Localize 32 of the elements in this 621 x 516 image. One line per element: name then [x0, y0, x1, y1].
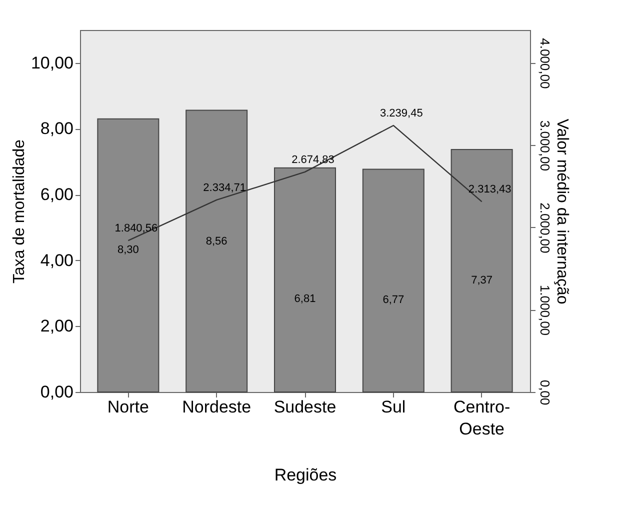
x-axis-title: Regiões	[274, 466, 337, 484]
y-tick-label: 8,00	[40, 119, 74, 138]
y2-tick-label: 2.000,00	[538, 202, 552, 254]
y-tick-label: 10,00	[30, 53, 74, 72]
data-label: 3.239,45	[380, 107, 423, 120]
data-label: 8,56	[206, 235, 228, 248]
y-axis-title: Taxa de mortalidade	[10, 139, 28, 284]
y-tick-label: 4,00	[40, 250, 74, 270]
y2-tick-label: 4.000,00	[538, 38, 552, 89]
y2-tick-label: 0,00	[538, 380, 552, 406]
data-label: 6,81	[294, 292, 316, 305]
data-label: 2.313,43	[468, 184, 512, 196]
x-tick-label: Sul	[381, 398, 406, 416]
y2-tick-label: 3.000,00	[538, 120, 552, 171]
bar	[274, 167, 336, 392]
x-tick-label: Sudeste	[274, 398, 336, 416]
y-tick-label: 2,00	[40, 316, 74, 336]
data-label: 2.334,71	[203, 182, 246, 194]
y-tick-label: 6,00	[40, 185, 74, 204]
bar	[450, 148, 513, 392]
data-label: 8,30	[117, 244, 139, 256]
x-tick-label: Centro-Oeste	[453, 398, 510, 438]
bar	[97, 118, 160, 392]
x-tick-label: Nordeste	[182, 398, 252, 416]
bar	[362, 168, 424, 392]
data-label: 6,77	[382, 294, 404, 306]
x-tick-label: Norte	[107, 398, 149, 416]
data-label: 7,37	[471, 274, 493, 286]
bar	[186, 110, 248, 392]
y2-tick-label: 1.000,00	[538, 284, 552, 336]
y2-axis-title: Valor médio da internação	[554, 118, 570, 304]
y-tick-label: 0,00	[40, 382, 74, 402]
